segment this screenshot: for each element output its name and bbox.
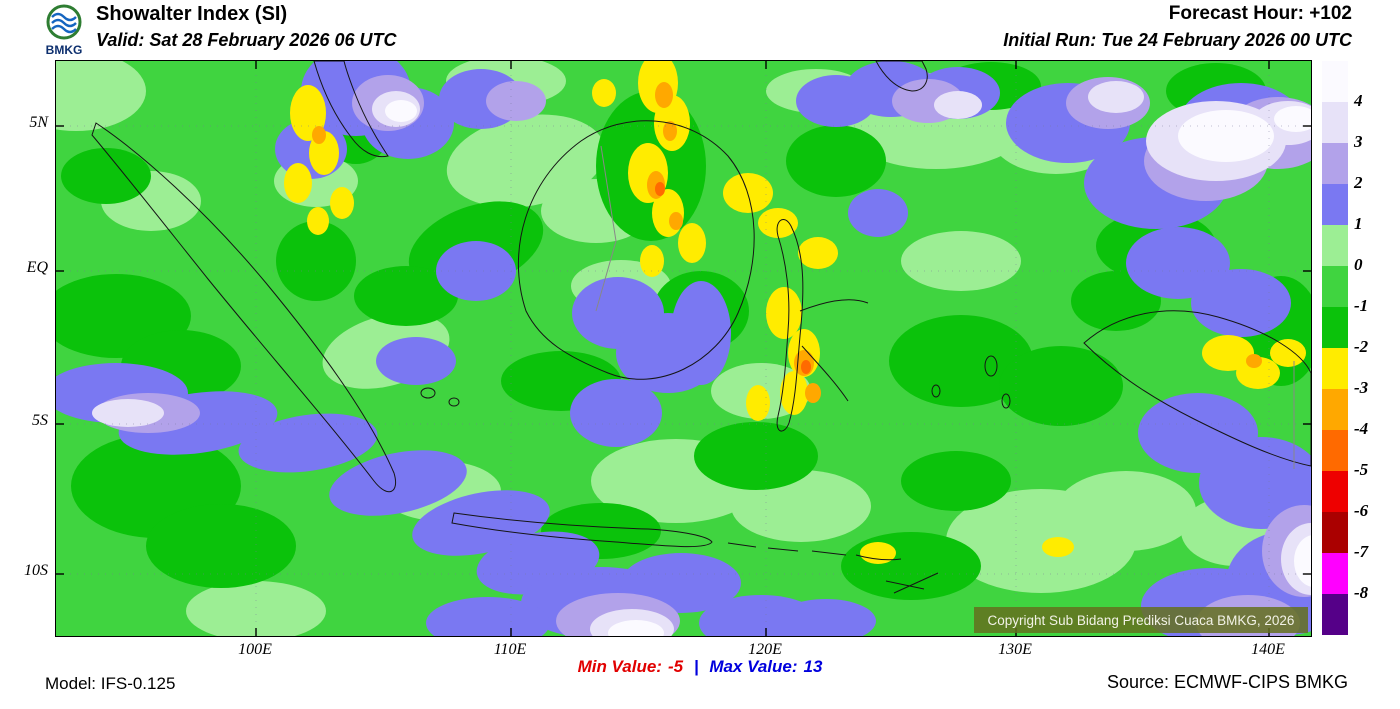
admin-borders xyxy=(595,145,1295,469)
lon-label-110e: 110E xyxy=(493,641,527,658)
legend-label: -6 xyxy=(1354,501,1369,520)
min-value: -5 xyxy=(667,657,684,676)
legend-label: 3 xyxy=(1354,132,1363,151)
logo-wave-icon xyxy=(51,24,77,34)
max-value-label: Max Value: xyxy=(709,657,798,676)
legend-label: -8 xyxy=(1354,583,1369,602)
lon-label-120e: 120E xyxy=(748,641,782,658)
min-value-label: Min Value: xyxy=(577,657,662,676)
logo-wave-icon xyxy=(51,18,77,28)
map-canvas: Copyright Sub Bidang Prediksi Cuaca BMKG… xyxy=(55,60,1312,637)
legend-color-swatch xyxy=(1322,225,1348,266)
lon-label-100e: 100E xyxy=(238,641,272,658)
legend-color-swatch xyxy=(1322,266,1348,307)
legend-label: 1 xyxy=(1354,214,1363,233)
legend-color-swatch xyxy=(1322,307,1348,348)
legend-color-swatch xyxy=(1322,143,1348,184)
copyright-box: Copyright Sub Bidang Prediksi Cuaca BMKG… xyxy=(974,607,1308,633)
lat-label-5s: 5S xyxy=(32,412,48,429)
legend-color-swatch xyxy=(1322,61,1348,102)
legend-color-swatch xyxy=(1322,471,1348,512)
valid-time: Valid: Sat 28 February 2026 06 UTC xyxy=(96,30,397,50)
legend-label: 4 xyxy=(1354,91,1363,110)
si-field-contours xyxy=(56,61,1311,636)
coastlines xyxy=(91,61,1311,594)
graticule xyxy=(56,61,1311,636)
legend-label: -5 xyxy=(1354,460,1369,479)
legend-color-swatch xyxy=(1322,102,1348,143)
legend-color-swatch xyxy=(1322,512,1348,553)
legend-label: -1 xyxy=(1354,296,1369,315)
legend-color-swatch xyxy=(1322,430,1348,471)
initial-run: Initial Run: Tue 24 February 2026 00 UTC xyxy=(1003,30,1352,50)
legend-color-swatch xyxy=(1322,184,1348,225)
page-title: Showalter Index (SI) xyxy=(96,3,288,25)
legend-label: -3 xyxy=(1354,378,1369,397)
legend-label: -7 xyxy=(1354,542,1369,561)
lon-label-140e: 140E xyxy=(1251,641,1285,658)
axis-ticks xyxy=(56,61,1311,636)
bmkg-logo: BMKG xyxy=(38,2,90,58)
logo-text: BMKG xyxy=(46,43,83,57)
legend-label: 0 xyxy=(1354,255,1363,274)
minmax-line: Min Value: -5 | Max Value: 13 xyxy=(575,657,826,677)
legend-scale: 4 3 2 1 0 -1 -2 -3 -4 -5 -6 -7 -8 xyxy=(1354,61,1396,635)
legend-label: 2 xyxy=(1354,173,1363,192)
lat-label-10s: 10S xyxy=(24,562,48,579)
legend-label: -4 xyxy=(1354,419,1369,438)
lat-label-eq: EQ xyxy=(26,259,48,276)
source-label: Source: ECMWF-CIPS BMKG xyxy=(1106,672,1348,692)
forecast-hour: Forecast Hour: +102 xyxy=(1168,3,1352,24)
copyright-text: Copyright Sub Bidang Prediksi Cuaca BMKG… xyxy=(988,613,1295,628)
lon-label-130e: 130E xyxy=(998,641,1032,658)
logo-wave-icon xyxy=(51,12,77,22)
legend-color-swatch xyxy=(1322,389,1348,430)
max-value: 13 xyxy=(803,657,823,676)
lat-label-5n: 5N xyxy=(29,114,48,131)
minmax-separator: | xyxy=(693,657,699,676)
legend-colorbar xyxy=(1322,61,1348,635)
legend-color-swatch xyxy=(1322,594,1348,635)
model-label: Model: IFS-0.125 xyxy=(45,674,176,693)
legend-color-swatch xyxy=(1322,553,1348,594)
legend-label: -2 xyxy=(1354,337,1369,356)
legend-color-swatch xyxy=(1322,348,1348,389)
